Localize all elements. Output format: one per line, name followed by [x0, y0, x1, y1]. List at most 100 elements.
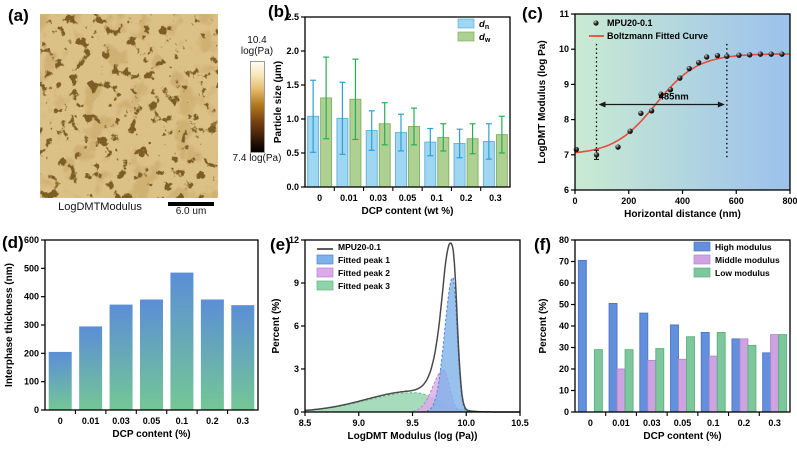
panel-d-label: (d)	[2, 233, 24, 252]
series-dw	[320, 56, 508, 188]
svg-text:Low modulus: Low modulus	[715, 268, 770, 278]
svg-text:9: 9	[564, 79, 569, 89]
svg-text:0.05: 0.05	[399, 193, 417, 203]
svg-text:0.1: 0.1	[176, 416, 189, 426]
series-dn	[307, 79, 495, 188]
svg-text:600: 600	[729, 196, 744, 206]
afm-caption: LogDMTModulus	[58, 201, 142, 213]
panel-a-label: (a)	[8, 6, 29, 25]
fitted-peak	[304, 392, 520, 413]
svg-text:Boltzmann Fitted Curve: Boltzmann Fitted Curve	[607, 31, 708, 41]
afm-image	[40, 14, 218, 198]
svg-text:Fitted peak 2: Fitted peak 2	[338, 268, 390, 278]
panel-b: (b) 0.0 0.5 1.0 1.5 2.0 2.5 DCP content (wt %)…	[265, 0, 515, 227]
svg-text:0.2: 0.2	[738, 418, 751, 428]
svg-text:0: 0	[564, 407, 569, 417]
series-Low modulus	[593, 331, 788, 413]
svg-text:200: 200	[621, 196, 636, 206]
afm-speckles	[40, 14, 218, 198]
svg-text:0.5: 0.5	[286, 148, 299, 158]
svg-text:1.5: 1.5	[286, 80, 299, 90]
colorbar-max-unit: log(Pa)	[240, 46, 274, 57]
svg-text:0.3: 0.3	[768, 418, 781, 428]
svg-text:8: 8	[564, 115, 569, 125]
svg-text:DCP content (%): DCP content (%)	[643, 431, 721, 442]
panel-f-label: (f)	[534, 235, 551, 254]
svg-text:100: 100	[24, 377, 39, 387]
panel-b-label: (b)	[268, 2, 290, 21]
svg-text:80: 80	[559, 235, 569, 245]
svg-text:0.03: 0.03	[643, 418, 661, 428]
svg-text:60: 60	[559, 278, 569, 288]
svg-text:Horizontal distance (nm): Horizontal distance (nm)	[624, 209, 741, 220]
series-interphase-thickness	[48, 272, 255, 410]
svg-text:0.05: 0.05	[674, 418, 692, 428]
svg-text:Fitted peak 1: Fitted peak 1	[338, 255, 390, 265]
chart-particle-size: 0.0 0.5 1.0 1.5 2.0 2.5 DCP content (wt %) Part…	[273, 12, 511, 217]
svg-text:12: 12	[289, 235, 299, 245]
svg-text:70: 70	[559, 257, 569, 267]
svg-text:200: 200	[24, 348, 39, 358]
svg-text:8.5: 8.5	[299, 418, 312, 428]
svg-text:10.5: 10.5	[511, 418, 529, 428]
svg-text:11: 11	[559, 9, 569, 19]
boltzmann-curve	[574, 53, 791, 154]
svg-text:DCP content (wt %): DCP content (wt %)	[361, 206, 453, 217]
svg-text:0.03: 0.03	[369, 193, 387, 203]
svg-text:0.01: 0.01	[82, 416, 100, 426]
svg-text:9.5: 9.5	[406, 418, 419, 428]
svg-text:0.01: 0.01	[340, 193, 358, 203]
chart-interphase-thickness: 0 100 200 300 400 500 600 DCP content (%) Interp…	[4, 235, 259, 440]
svg-text:2.5: 2.5	[286, 12, 299, 22]
svg-text:0: 0	[294, 407, 299, 417]
svg-text:485nm: 485nm	[659, 91, 689, 102]
chart-modulus-fractions: 0 10 20 30 40 50 60 70 80 DCP content (%) Percent …	[538, 235, 791, 442]
svg-text:DCP content (%): DCP content (%)	[112, 429, 190, 440]
svg-text:dn: dn	[479, 19, 489, 31]
svg-text:dw: dw	[479, 32, 491, 44]
svg-text:MPU20-0.1: MPU20-0.1	[607, 18, 653, 28]
svg-text:40: 40	[559, 321, 569, 331]
panel-e: (e) 0 3 6 9 12 8.5 9.0 9.5 10.0 10.5 LogDMT Modulu…	[265, 227, 530, 454]
svg-text:0.1: 0.1	[707, 418, 720, 428]
svg-text:Particle size (μm): Particle size (μm)	[273, 61, 284, 143]
svg-text:Fitted peak 3: Fitted peak 3	[338, 281, 390, 291]
panel-c: (c) 6 7 8 9 10 11 0 200 400 600 800 Horizontal dist…	[515, 0, 797, 227]
svg-text:1.0: 1.0	[286, 114, 299, 124]
svg-text:LogDMT Modulus (log Pa): LogDMT Modulus (log Pa)	[537, 40, 548, 163]
svg-text:300: 300	[24, 320, 39, 330]
svg-text:10.0: 10.0	[457, 418, 475, 428]
svg-text:0.3: 0.3	[237, 416, 250, 426]
svg-text:0.0: 0.0	[286, 182, 299, 192]
scatter-points	[573, 51, 785, 158]
svg-text:0.05: 0.05	[143, 416, 161, 426]
svg-text:7: 7	[564, 150, 569, 160]
svg-text:Middle modulus: Middle modulus	[715, 255, 780, 265]
svg-text:Percent (%): Percent (%)	[271, 298, 282, 353]
panel-c-label: (c)	[522, 4, 543, 23]
svg-text:0: 0	[317, 193, 322, 203]
series-High modulus	[577, 259, 772, 413]
svg-text:500: 500	[24, 263, 39, 273]
svg-text:6: 6	[564, 185, 569, 195]
svg-text:10: 10	[559, 44, 569, 54]
fitted-peak	[305, 276, 520, 413]
svg-text:400: 400	[675, 196, 690, 206]
svg-text:20: 20	[559, 364, 569, 374]
svg-text:0: 0	[588, 418, 593, 428]
colorbar	[250, 61, 265, 153]
svg-text:400: 400	[24, 292, 39, 302]
svg-text:0.3: 0.3	[489, 193, 502, 203]
svg-text:2.0: 2.0	[286, 46, 299, 56]
svg-text:0.03: 0.03	[112, 416, 130, 426]
svg-text:0: 0	[572, 196, 577, 206]
svg-text:0.1: 0.1	[431, 193, 444, 203]
colorbar-max-value: 10.4	[247, 35, 267, 46]
svg-text:High modulus: High modulus	[715, 242, 772, 252]
svg-text:LogDMT Modulus (log (Pa)): LogDMT Modulus (log (Pa))	[348, 431, 478, 442]
svg-text:50: 50	[559, 300, 569, 310]
scale-bar-label: 6.0 um	[175, 206, 207, 217]
svg-text:3: 3	[294, 364, 299, 374]
svg-text:9: 9	[294, 278, 299, 288]
svg-text:10: 10	[559, 386, 569, 396]
